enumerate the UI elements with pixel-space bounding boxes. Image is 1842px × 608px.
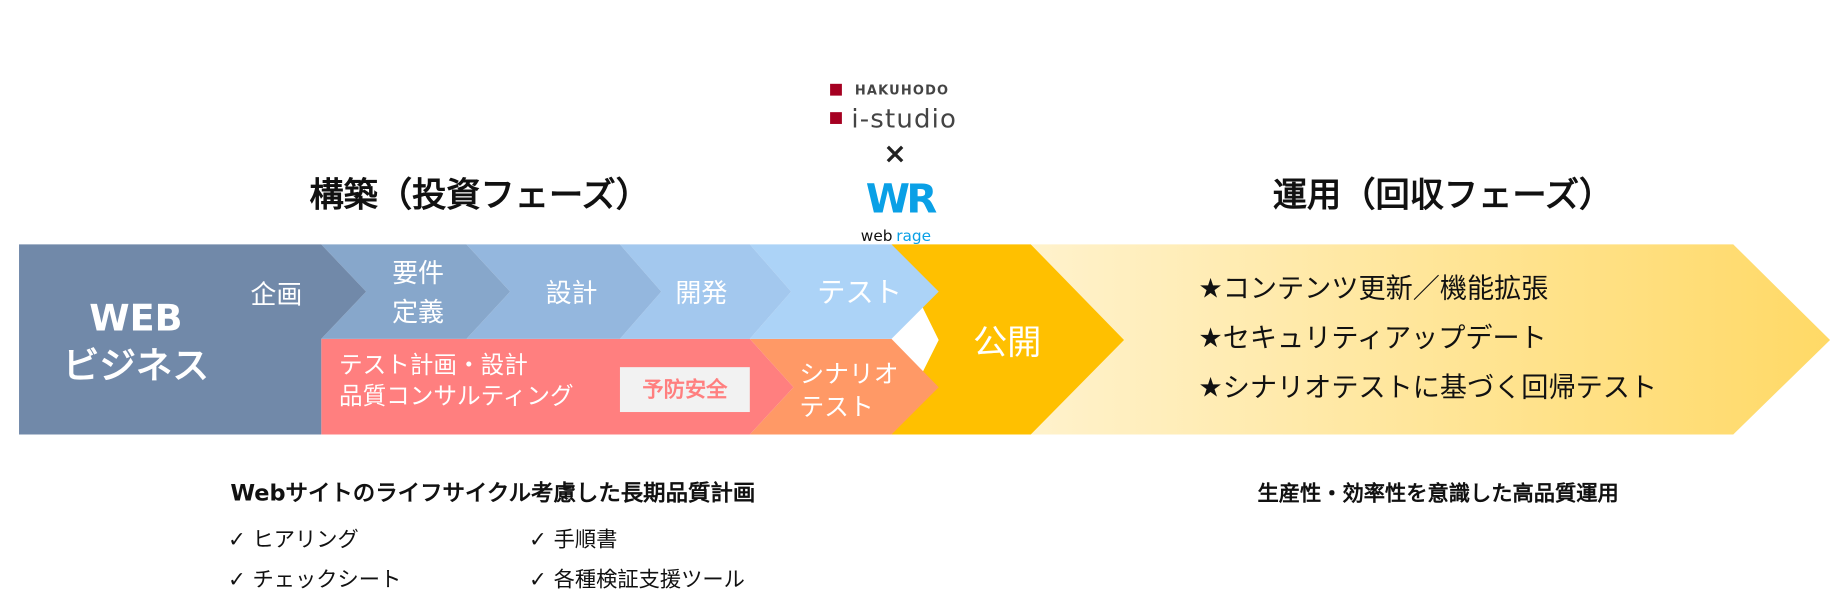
build-notes-title: Webサイトのライフサイクル考慮した長期品質計画 bbox=[230, 480, 755, 507]
requirements-label-2: 定義 bbox=[392, 298, 444, 328]
build-phase-heading: 構築（投資フェーズ） bbox=[309, 176, 649, 216]
release-label: 公開 bbox=[973, 323, 1041, 363]
red-square-icon bbox=[830, 83, 842, 96]
build-note-item: ✓ 各種検証支援ツール bbox=[529, 568, 745, 593]
webrage-mark: WR bbox=[866, 177, 938, 223]
design-arrow bbox=[466, 244, 662, 339]
i-studio-text: i-studio bbox=[851, 105, 957, 135]
scenario-test-arrow bbox=[749, 338, 939, 435]
build-note-item: ✓ ヒアリング bbox=[228, 528, 359, 553]
hakuhodo-i-studio-logo: HAKUHODO i-studio bbox=[830, 83, 957, 135]
webrage-rage-text: rage bbox=[896, 227, 931, 245]
build-note-item: ✓ 手順書 bbox=[529, 528, 617, 553]
requirements-arrow bbox=[321, 244, 511, 339]
prevention-badge bbox=[619, 367, 750, 413]
build-note-item: ✓ チェックシート bbox=[228, 568, 401, 593]
test-planning-label-2: 品質コンサルティング bbox=[339, 382, 574, 410]
hakuhodo-text: HAKUHODO bbox=[855, 83, 949, 98]
requirements-label-1: 要件 bbox=[392, 259, 444, 289]
scenario-test-label-1: シナリオ bbox=[799, 360, 898, 389]
web-business-label-2: ビジネス bbox=[63, 344, 209, 387]
scenario-test-label-2: テスト bbox=[799, 393, 873, 422]
planning-label: 企画 bbox=[250, 280, 302, 310]
operations-item: ★コンテンツ更新／機能拡張 bbox=[1198, 274, 1548, 305]
operate-notes-title: 生産性・効率性を意識した高品質運用 bbox=[1257, 481, 1618, 507]
webrage-logo: WR web rage bbox=[861, 177, 941, 245]
operations-item: ★シナリオテストに基づく回帰テスト bbox=[1198, 373, 1657, 404]
operations-arrow bbox=[1030, 244, 1831, 435]
operations-item: ★セキュリティアップデート bbox=[1198, 323, 1546, 354]
operate-phase-heading: 運用（回収フェーズ） bbox=[1273, 176, 1613, 216]
test-arrow bbox=[749, 244, 939, 339]
development-arrow bbox=[619, 244, 792, 339]
test-planning-label-1: テスト計画・設計 bbox=[339, 351, 528, 379]
design-label: 設計 bbox=[546, 279, 598, 309]
web-business-block bbox=[19, 244, 367, 435]
times-symbol: × bbox=[883, 137, 907, 170]
release-arrow bbox=[891, 244, 1125, 435]
test-label: テスト bbox=[817, 276, 902, 309]
webrage-web-text: web bbox=[861, 227, 893, 245]
web-business-label-1: WEB bbox=[89, 297, 182, 340]
red-square-icon bbox=[830, 112, 842, 124]
development-label: 開発 bbox=[675, 279, 727, 309]
prevention-badge-label: 予防安全 bbox=[642, 377, 728, 403]
